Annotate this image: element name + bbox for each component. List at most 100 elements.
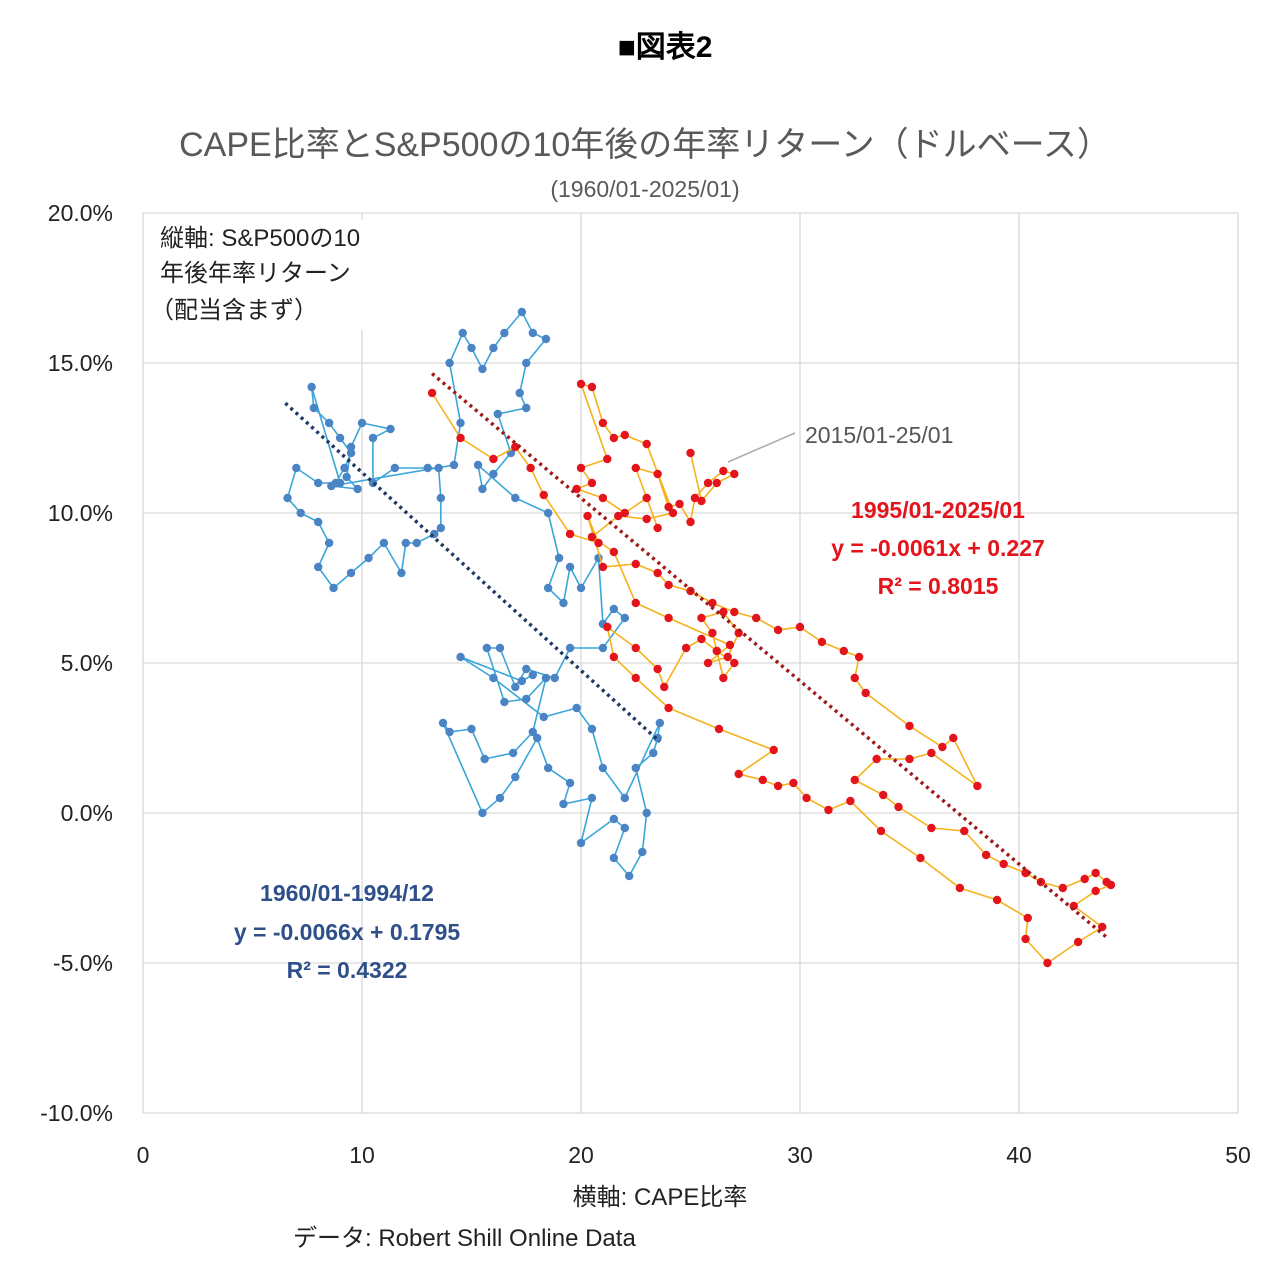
red-data-point <box>894 802 903 812</box>
red-data-point <box>1073 937 1083 947</box>
blue-data-point <box>500 697 509 707</box>
blue-data-point <box>543 508 553 518</box>
chart-title: CAPE比率とS&P500の10年後の年率リターン（ドルベース） <box>179 126 1111 164</box>
red-data-point <box>1080 874 1089 884</box>
blue-data-point <box>340 463 349 473</box>
x-tick-label: 10 <box>349 1142 375 1168</box>
blue-data-point <box>649 748 658 758</box>
red-data-point <box>723 652 732 662</box>
red-data-point <box>660 682 669 692</box>
blue-data-point <box>500 328 509 338</box>
blue-data-point <box>528 328 538 338</box>
blue-data-point <box>434 463 443 473</box>
blue-data-point <box>565 562 575 572</box>
red-data-point <box>734 769 743 779</box>
red-data-point <box>817 637 827 647</box>
blue-data-point <box>533 733 542 743</box>
red-data-point <box>795 622 805 632</box>
blue-data-point <box>489 469 498 479</box>
red-data-point <box>427 388 437 398</box>
x-tick-label: 0 <box>137 1142 150 1168</box>
blue-data-point <box>638 847 647 857</box>
blue-data-point <box>522 358 531 368</box>
blue-data-point <box>515 388 524 398</box>
y-tick-label: 15.0% <box>48 350 113 376</box>
red-data-point <box>1091 886 1100 896</box>
red-data-point <box>697 634 706 644</box>
y-label-line-2: 年後年率リターン <box>160 260 351 287</box>
red-data-point <box>973 781 982 791</box>
red-trendline <box>430 372 1108 939</box>
red-series-annotation: 2015/01-25/01 <box>727 422 953 463</box>
blue-data-point <box>346 442 356 452</box>
blue-data-point <box>314 517 323 527</box>
red-data-point <box>565 529 575 539</box>
blue-data-point <box>357 418 367 428</box>
blue-data-point <box>390 463 400 473</box>
blue-data-point <box>489 673 498 683</box>
blue-data-point <box>609 853 619 863</box>
blue-data-point <box>456 418 465 428</box>
red-data-point <box>1091 868 1100 878</box>
blue-data-point <box>473 460 483 470</box>
red-series-name: 1995/01-2025/01 <box>851 497 1025 523</box>
red-data-point <box>1023 913 1032 923</box>
series-group <box>283 307 1116 968</box>
red-data-point <box>719 673 728 683</box>
blue-data-point <box>598 643 608 653</box>
red-data-point <box>594 538 603 548</box>
red-data-point <box>1058 883 1068 893</box>
red-data-point <box>489 454 498 464</box>
blue-data-point <box>438 718 448 728</box>
y-tick-label: -5.0% <box>53 950 113 976</box>
blue-data-point <box>445 358 454 368</box>
red-data-point <box>719 466 728 476</box>
red-data-point <box>653 568 662 578</box>
blue-data-point <box>386 424 395 434</box>
x-tick-label: 30 <box>787 1142 813 1168</box>
x-tick-label: 20 <box>568 1142 594 1168</box>
red-data-point <box>876 826 886 836</box>
blue-data-point <box>528 727 538 737</box>
blue-data-point <box>489 343 498 353</box>
red-data-point <box>456 433 465 443</box>
y-tick-label: 0.0% <box>61 800 113 826</box>
blue-data-point <box>467 343 476 353</box>
red-data-point <box>598 493 608 503</box>
red-data-point <box>773 625 783 635</box>
red-data-point <box>642 493 651 503</box>
figure-label: ■図表2 <box>617 31 713 64</box>
red-data-point <box>955 883 965 893</box>
blue-data-point <box>456 652 465 662</box>
red-data-point <box>839 646 848 656</box>
red-data-point <box>854 652 864 662</box>
red-data-point <box>620 430 629 440</box>
red-data-point <box>697 496 706 506</box>
blue-data-point <box>631 763 640 773</box>
blue-data-point <box>397 568 406 578</box>
blue-data-point <box>522 664 531 674</box>
blue-data-point <box>609 814 619 824</box>
red-data-point <box>664 703 673 713</box>
blue-data-point <box>511 682 520 692</box>
red-data-point <box>719 607 728 617</box>
blue-data-point <box>522 694 531 704</box>
red-data-point <box>1021 868 1030 878</box>
red-data-point <box>981 850 991 860</box>
red-data-point <box>1021 934 1030 944</box>
red-data-point <box>789 778 798 788</box>
blue-data-point <box>587 793 597 803</box>
red-data-point <box>614 511 623 521</box>
blue-data-point <box>522 403 531 413</box>
y-tick-label: 5.0% <box>61 650 113 676</box>
blue-data-point <box>493 409 502 419</box>
blue-data-point <box>368 433 378 443</box>
red-data-point <box>609 652 619 662</box>
blue-data-point <box>324 538 334 548</box>
blue-data-point <box>554 553 564 563</box>
blue-data-point <box>559 598 568 608</box>
blue-data-point <box>478 808 487 818</box>
red-data-point <box>587 478 597 488</box>
blue-series-equation: y = -0.0066x + 0.1795 <box>234 919 461 945</box>
red-data-point <box>802 793 811 803</box>
